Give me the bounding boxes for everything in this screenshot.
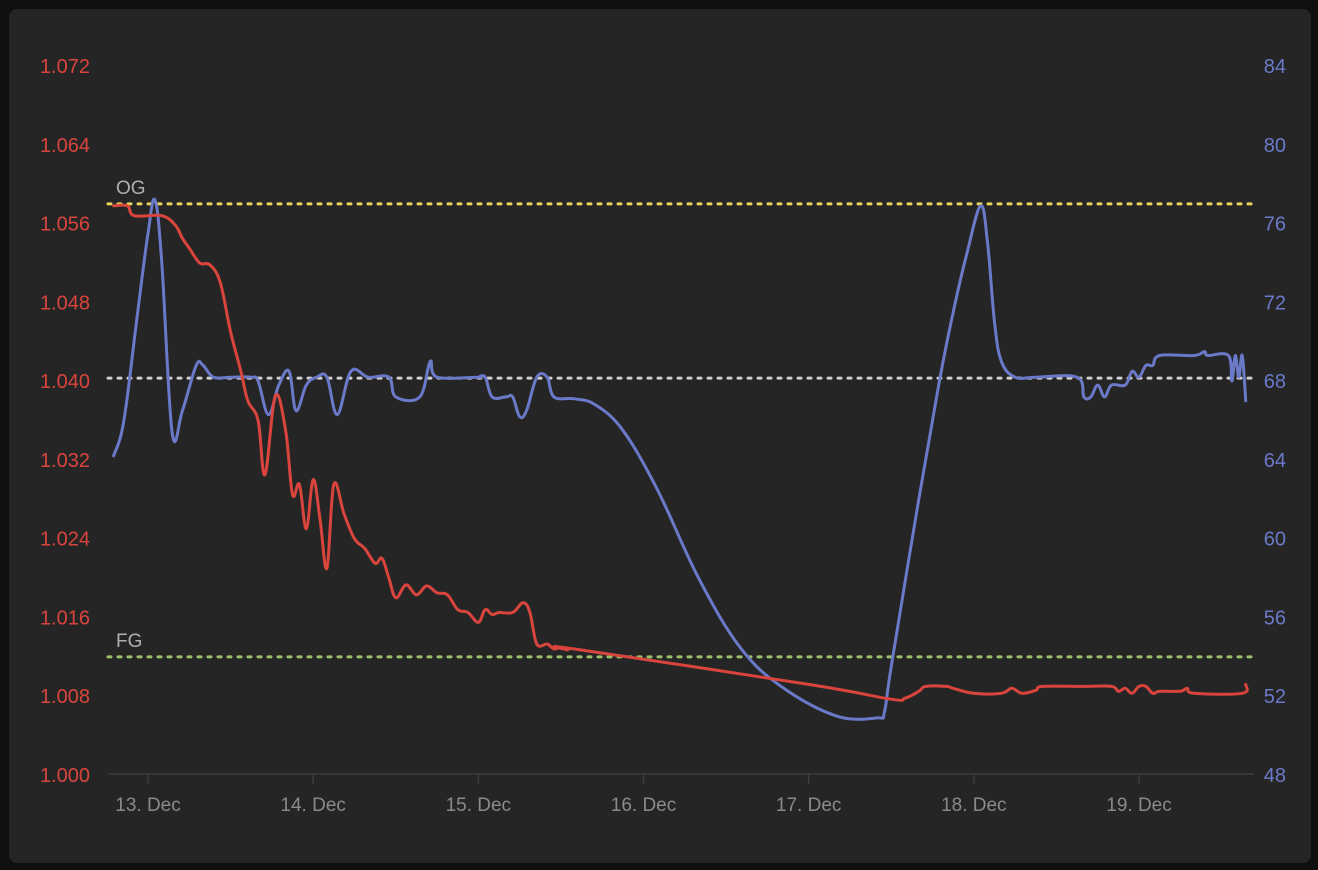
right-tick-label: 80 (1264, 135, 1286, 157)
x-tick-label: 18. Dec (941, 795, 1006, 816)
left-tick-label: 1.024 (40, 529, 90, 551)
x-tick-label: 15. Dec (446, 795, 511, 816)
right-tick-label: 84 (1264, 56, 1286, 78)
x-tick-label: 14. Dec (280, 795, 345, 816)
reference-label-og: OG (116, 178, 146, 199)
x-tick-label: 19. Dec (1106, 795, 1171, 816)
left-tick-label: 1.040 (40, 371, 90, 393)
series-layer (112, 197, 1249, 721)
left-tick-label: 1.048 (40, 292, 90, 314)
right-tick-label: 64 (1264, 450, 1286, 472)
right-tick-label: 68 (1264, 371, 1286, 393)
right-tick-label: 52 (1264, 686, 1286, 708)
left-tick-label: 1.032 (40, 450, 90, 472)
right-axis-ticks: 48 52 56 60 64 68 72 76 80 84 (1264, 56, 1286, 787)
left-tick-label: 1.056 (40, 214, 90, 236)
left-tick-label: 1.016 (40, 607, 90, 629)
x-tick-label: 16. Dec (611, 795, 676, 816)
x-tick-label: 13. Dec (115, 795, 180, 816)
gravity-series-line (112, 203, 1249, 702)
left-axis-ticks: 1.000 1.008 1.016 1.024 1.032 1.040 1.048 1.056… (40, 56, 90, 787)
right-tick-label: 56 (1264, 607, 1286, 629)
left-tick-label: 1.000 (40, 765, 90, 787)
reference-label-fg: FG (116, 631, 142, 652)
right-tick-label: 48 (1264, 765, 1286, 787)
left-tick-label: 1.008 (40, 686, 90, 708)
reference-lines: OG FG (106, 178, 1256, 659)
temperature-series-line (112, 197, 1248, 721)
x-tick-label: 17. Dec (776, 795, 841, 816)
right-tick-label: 76 (1264, 214, 1286, 236)
left-tick-label: 1.072 (40, 56, 90, 78)
right-tick-label: 60 (1264, 529, 1286, 551)
left-tick-label: 1.064 (40, 135, 90, 157)
chart-card (9, 9, 1311, 863)
x-axis-ticks: 13. Dec 14. Dec 15. Dec 16. Dec 17. Dec 18. D… (115, 774, 1172, 816)
right-tick-label: 72 (1264, 292, 1286, 314)
